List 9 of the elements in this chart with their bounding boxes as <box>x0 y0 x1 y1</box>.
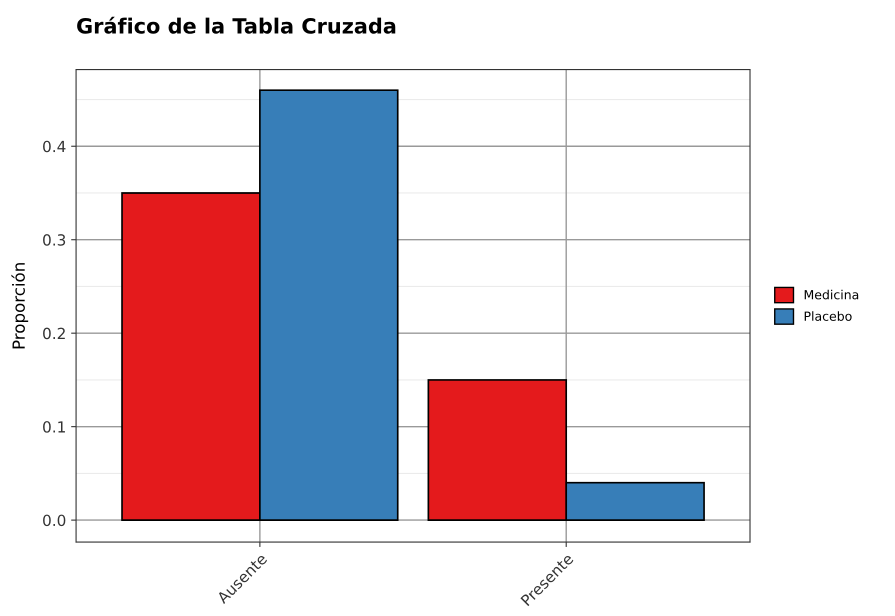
y-tick-label: 0.1 <box>43 421 65 433</box>
y-tick-label: 0.3 <box>43 234 66 246</box>
y-tick-label: 0.2 <box>43 328 65 340</box>
legend-label: Medicina <box>804 290 858 300</box>
y-axis-title: Proporción <box>11 263 28 348</box>
chart-title: Gráfico de la Tabla Cruzada <box>77 16 396 34</box>
legend-label: Placebo <box>804 311 852 321</box>
y-tick-label: 0.4 <box>43 140 66 152</box>
y-tick-label: 0.0 <box>43 514 66 526</box>
